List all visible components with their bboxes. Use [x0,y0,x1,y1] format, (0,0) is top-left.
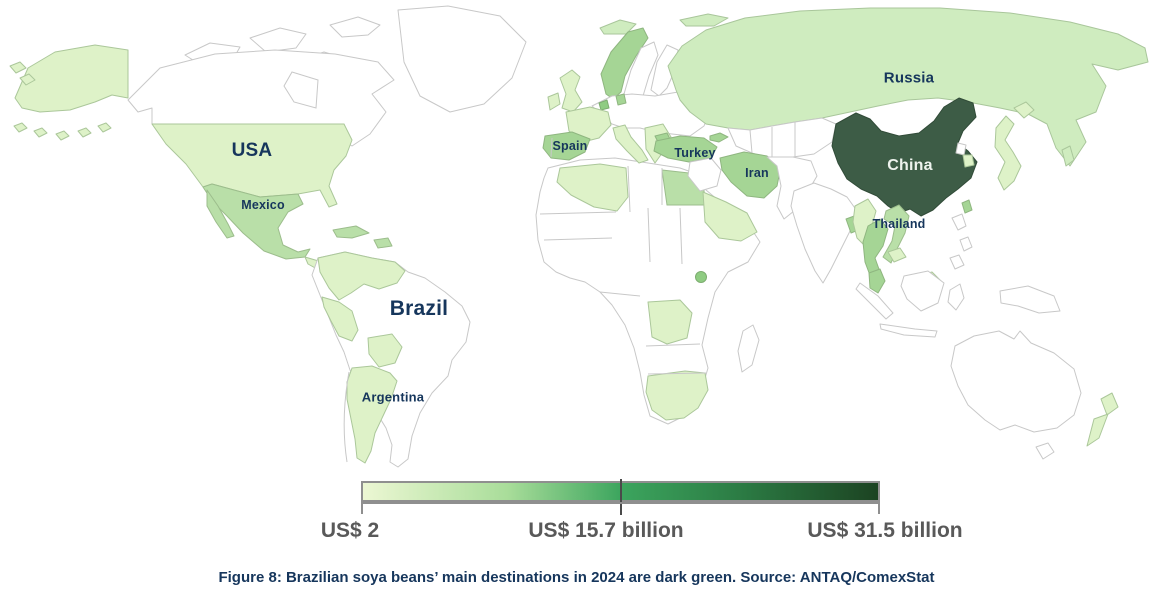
country-usa [151,123,353,208]
country-denmark [615,93,627,106]
country-norway [600,27,649,100]
country-south-korea [962,154,975,168]
country-hispaniola [373,237,393,249]
baja-california [206,189,235,239]
chile-border [343,371,350,463]
country-uk [559,69,583,113]
philippines [949,213,973,270]
country-laos-vietnam [882,204,910,264]
indonesia [855,270,965,338]
country-cuba [332,225,370,239]
label-spain: Spain [552,139,588,153]
country-mexico [202,183,311,260]
caucasus [709,132,729,143]
country-india [790,182,858,284]
iraq-syria [687,157,722,192]
legend-center-tick [619,479,622,515]
country-bolivia-paraguay [367,333,403,368]
country-italy [612,124,649,164]
country-argentina [346,365,398,464]
country-canada [127,49,395,147]
tasmania [1035,442,1055,460]
country-netherlands [598,99,610,111]
country-usa-alaska [14,44,129,113]
legend-gradient-bar [361,479,880,515]
country-saudi-arabia [702,191,758,242]
legend-label-mid: US$ 15.7 billion [528,519,684,542]
legend-bracket [361,502,880,514]
country-uganda [695,271,707,283]
sakhalin-island [1061,145,1075,167]
country-australia [950,330,1082,433]
legend-label-min: US$ 2 [320,519,380,542]
country-peru [321,296,359,342]
country-spain [542,131,591,161]
portugal-border [550,137,553,158]
label-mexico: Mexico [241,198,285,212]
country-north-korea [955,142,967,156]
label-iran: Iran [745,166,769,180]
label-argentina: Argentina [361,389,425,405]
country-ireland [547,92,561,111]
label-russia: Russia [883,69,935,87]
country-iran [719,151,782,199]
figure-caption: Figure 8: Brazilian soya beans’ main des… [218,569,935,586]
label-usa: USA [231,140,273,161]
country-cambodia [887,247,907,263]
country-colombia-venezuela [317,251,406,301]
central-asia-borders [749,122,796,159]
legend-label-max: US$ 31.5 billion [807,519,963,542]
country-new-zealand [1086,392,1119,447]
label-turkey: Turkey [674,146,716,160]
country-madagascar [737,324,760,373]
label-thailand: Thailand [872,217,926,231]
country-thailand [862,218,889,279]
country-taiwan [961,199,973,214]
country-china [831,97,978,217]
country-south-africa [645,370,709,421]
country-japan [994,115,1022,191]
world-map [9,5,1149,468]
aleutian-islands [9,61,112,141]
new-guinea [999,285,1061,314]
japan-hokkaido [1013,101,1035,119]
country-algeria [556,163,629,212]
country-angola [647,299,693,345]
country-malaysia [868,268,886,294]
world-map-svg [9,5,1149,468]
label-china: China [887,157,933,174]
country-greenland [397,5,527,113]
hudson-bay-outline [283,71,319,109]
africa-internal-borders [539,165,707,375]
label-brazil: Brazil [389,297,449,320]
